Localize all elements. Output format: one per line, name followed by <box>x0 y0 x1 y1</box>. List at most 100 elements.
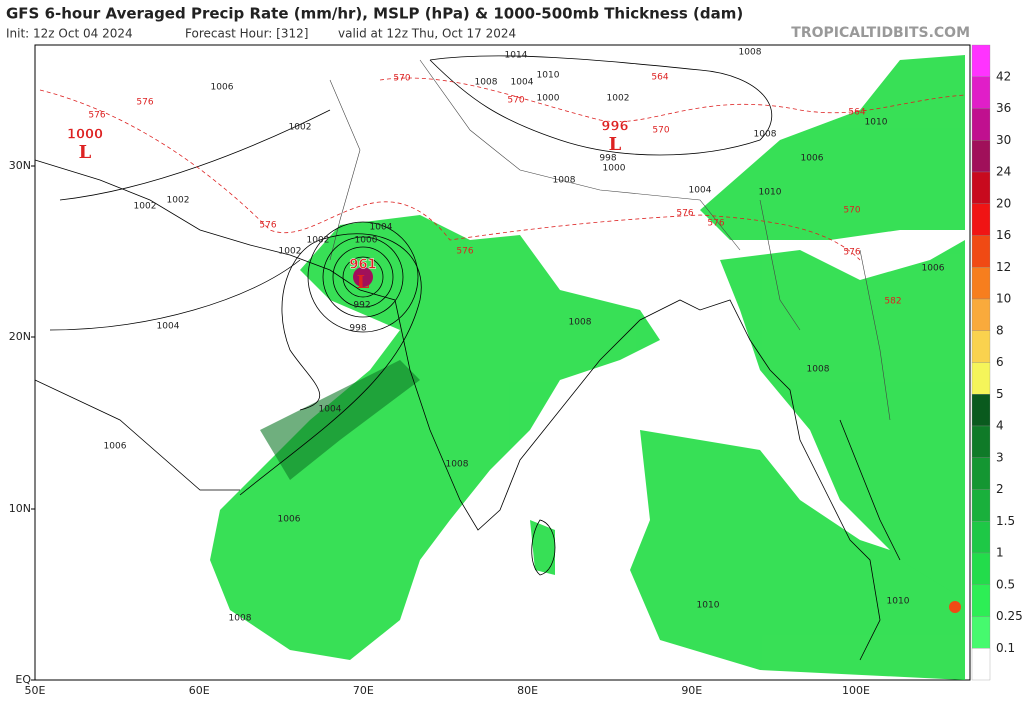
lat-label: 10N <box>9 502 31 515</box>
lon-label: 90E <box>681 684 702 697</box>
lat-label: 30N <box>9 159 31 172</box>
colorbar-swatch <box>971 171 991 204</box>
colorbar-label: 16 <box>996 228 1011 242</box>
thickness-label: 576 <box>707 219 724 229</box>
isobar-label: 1002 <box>167 196 190 206</box>
low-pressure: 961 <box>349 258 376 273</box>
isobar-label: 998 <box>349 324 366 334</box>
isobar-label: 1008 <box>553 176 576 186</box>
colorbar-swatch <box>971 203 991 236</box>
colorbar-swatch <box>971 44 991 77</box>
isobar-label: 1004 <box>157 322 180 332</box>
lon-label: 80E <box>517 684 538 697</box>
isobar-label: 1002 <box>279 247 302 257</box>
precip-core <box>260 360 420 480</box>
forecast-hour: Forecast Hour: [312] <box>185 27 308 41</box>
isobar-label: 1006 <box>211 83 234 93</box>
thickness-label: 570 <box>393 74 410 84</box>
isobar-label: 1002 <box>134 202 157 212</box>
precip-spot <box>949 601 961 613</box>
isobar-label: 1004 <box>319 405 342 415</box>
colorbar-swatch <box>971 584 991 617</box>
colorbar-swatch <box>971 330 991 363</box>
low-pressure: 996 <box>601 120 628 135</box>
colorbar-label: 12 <box>996 260 1011 274</box>
colorbar-label: 36 <box>996 101 1011 115</box>
valid-time: valid at 12z Thu, Oct 17 2024 <box>338 27 516 41</box>
watermark: TROPICALTIDBITS.COM <box>791 25 970 41</box>
isobar-label: 1006 <box>104 442 127 452</box>
isobar-label: 1006 <box>922 264 945 274</box>
colorbar-label: 0.25 <box>996 609 1023 623</box>
isobar-label: 1008 <box>475 78 498 88</box>
lat-label: 20N <box>9 330 31 343</box>
thickness-lines <box>39 77 966 261</box>
init: Init: 12z Oct 04 2024 <box>6 27 133 41</box>
precip-area <box>530 520 555 575</box>
colorbar-swatch <box>971 362 991 395</box>
thickness-label: 576 <box>676 209 693 219</box>
isobar-label: 1008 <box>739 48 762 58</box>
isobar-label: 1004 <box>370 223 393 233</box>
colorbar-label: 0.1 <box>996 641 1015 655</box>
thickness-label: 576 <box>136 98 153 108</box>
borders <box>329 59 891 421</box>
isobar-label: 1000 <box>537 94 560 104</box>
precip-area <box>210 215 660 660</box>
lon-label: 70E <box>353 684 374 697</box>
isobar-label: 1010 <box>887 597 910 607</box>
colorbar-label: 30 <box>996 133 1011 147</box>
lon-label: 60E <box>189 684 210 697</box>
colorbar-swatch <box>971 235 991 268</box>
low-symbol: L <box>79 142 92 163</box>
precip-area <box>700 55 965 240</box>
colorbar-label: 1 <box>996 546 1004 560</box>
colorbar-label: 2 <box>996 482 1004 496</box>
isobar-label: 1014 <box>505 51 528 61</box>
isobar-label: 1008 <box>446 460 469 470</box>
isobar-label: 1002 <box>607 94 630 104</box>
thickness-label: 576 <box>843 248 860 258</box>
isobar-label: 1000 <box>603 164 626 174</box>
colorbar-label: 10 <box>996 292 1011 306</box>
low-symbol: L <box>357 272 370 293</box>
colorbar-label: 42 <box>996 69 1011 83</box>
lon-label: 50E <box>25 684 46 697</box>
thickness-label: 570 <box>843 206 860 216</box>
map <box>34 44 971 681</box>
lon-label: 100E <box>842 684 870 697</box>
colorbar-swatch <box>971 425 991 458</box>
colorbar-swatch <box>971 267 991 300</box>
thickness-label: 564 <box>848 108 865 118</box>
isobar-label: 1002 <box>307 236 330 246</box>
colorbar-swatch <box>971 76 991 109</box>
colorbar-label: 5 <box>996 387 1004 401</box>
isobar-label: 1008 <box>807 365 830 375</box>
colorbar-swatch <box>971 489 991 522</box>
isobar-label: 992 <box>353 301 370 311</box>
colorbar-label: 8 <box>996 323 1004 337</box>
colorbar-swatch <box>971 140 991 173</box>
isobar-label: 998 <box>599 154 616 164</box>
isobar-label: 1000 <box>355 236 378 246</box>
thickness-label: 570 <box>652 126 669 136</box>
colorbar-label: 6 <box>996 355 1004 369</box>
precip-area <box>630 430 965 680</box>
colorbar-label: 20 <box>996 196 1011 210</box>
isobar-label: 1008 <box>754 130 777 140</box>
colorbar-swatch <box>971 648 991 681</box>
colorbar-label: 1.5 <box>996 514 1015 528</box>
colorbar-label: 24 <box>996 165 1011 179</box>
colorbar-swatch <box>971 394 991 427</box>
isobar-label: 1010 <box>865 118 888 128</box>
precip-area <box>720 240 965 600</box>
colorbar-swatch <box>971 108 991 141</box>
colorbar-label: 0.5 <box>996 577 1015 591</box>
isobar-label: 1008 <box>569 318 592 328</box>
isobar-label: 1006 <box>278 515 301 525</box>
colorbar-swatch <box>971 552 991 585</box>
isobars <box>49 55 772 496</box>
thickness-label: 582 <box>884 297 901 307</box>
